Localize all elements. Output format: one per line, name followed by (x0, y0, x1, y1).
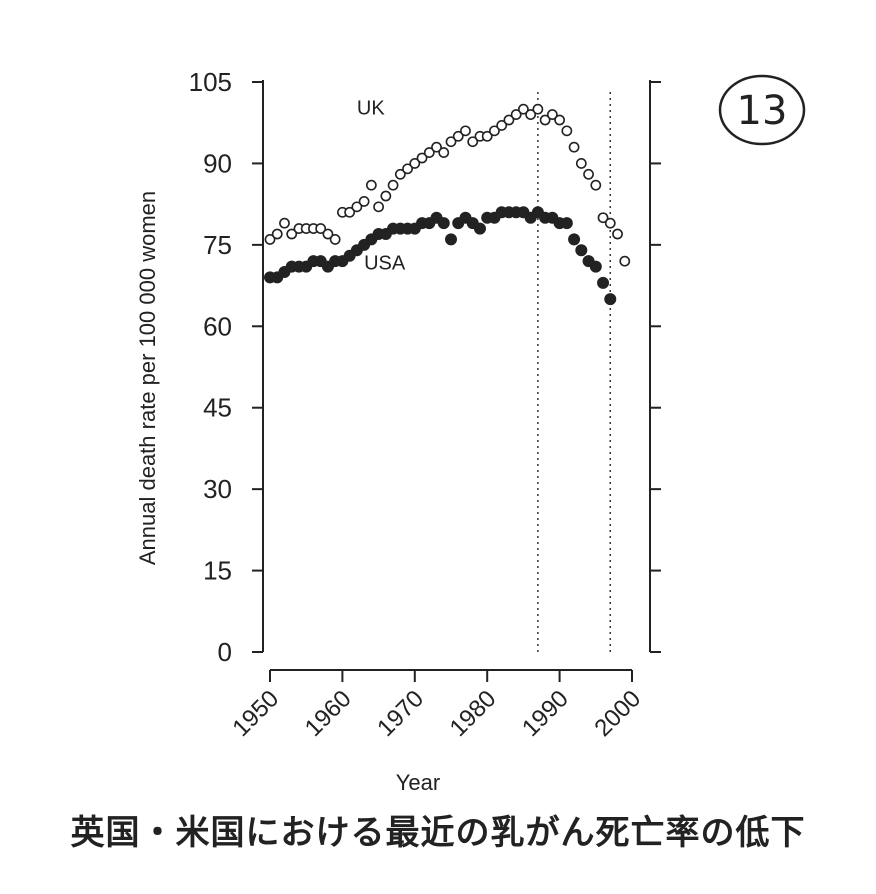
uk-point (279, 217, 290, 229)
uk-point (590, 179, 602, 191)
uk-point (329, 234, 341, 245)
uk-point (561, 125, 573, 137)
x-axis-title: Year (396, 770, 440, 795)
x-tick-label: 1950 (227, 685, 284, 742)
usa-point (597, 276, 610, 289)
uk-point (271, 228, 283, 240)
badge-circle (718, 74, 806, 146)
y-tick-label: 60 (203, 311, 232, 341)
data-points (263, 103, 631, 306)
uk-point (503, 114, 515, 126)
uk-point (510, 109, 522, 120)
uk-point (365, 179, 377, 191)
y-tick-label: 15 (203, 556, 232, 586)
usa-point (473, 222, 486, 235)
uk-point (532, 103, 544, 115)
uk-point (467, 136, 479, 148)
x-ticks: 1950 1960 1970 1980 1990 2000 (227, 670, 646, 742)
y-tick-label: 45 (203, 393, 232, 423)
x-tick-label: 1980 (445, 685, 502, 742)
uk-point (438, 147, 450, 158)
uk-point (380, 190, 392, 202)
uk-point (568, 141, 580, 153)
series-labels: UK USA (357, 98, 406, 275)
uk-point (546, 109, 558, 120)
y-tick-label: 30 (203, 474, 232, 504)
uk-point (315, 223, 327, 234)
uk-point (554, 114, 565, 126)
usa-point (437, 217, 450, 230)
uk-point (460, 125, 471, 137)
uk-point (358, 196, 370, 207)
uk-point (351, 201, 363, 213)
usa-point (589, 260, 602, 273)
circled-number-badge: 13 (718, 74, 806, 146)
uk-point (387, 179, 399, 191)
uk-point (539, 114, 551, 126)
y-ticks: 0 15 30 45 60 75 90 105 (189, 67, 661, 667)
uk-point (409, 158, 421, 169)
uk-point (264, 234, 276, 245)
series-label-usa: USA (364, 252, 406, 274)
uk-point (445, 136, 457, 148)
uk-point (481, 130, 493, 142)
x-tick-label: 1960 (300, 685, 357, 742)
usa-point (560, 217, 573, 230)
uk-point (344, 206, 356, 218)
uk-point (423, 147, 435, 158)
uk-point (416, 152, 428, 164)
y-tick-label: 105 (189, 67, 232, 97)
series-label-uk: UK (357, 98, 385, 120)
caption: 英国・米国における最近の乳がん死亡率の低下 (70, 813, 806, 853)
y-tick-label: 75 (203, 230, 232, 260)
reference-lines (537, 92, 612, 652)
uk-point (525, 109, 537, 120)
uk-point (322, 228, 334, 240)
uk-point (583, 168, 594, 180)
uk-point (431, 141, 442, 153)
uk-point (489, 125, 500, 137)
x-tick-label: 2000 (589, 685, 646, 742)
usa-point (444, 233, 457, 246)
uk-point (373, 201, 384, 213)
usa-point (568, 233, 581, 246)
x-tick-label: 1970 (372, 685, 429, 742)
y-tick-label: 90 (203, 148, 232, 178)
uk-point (575, 158, 587, 169)
uk-point (496, 120, 508, 131)
usa-point (604, 293, 617, 306)
uk-point (518, 103, 529, 115)
uk-point (452, 130, 464, 142)
uk-point (394, 168, 406, 180)
uk-point (619, 255, 631, 267)
axes (262, 80, 651, 671)
uk-point (597, 212, 609, 224)
uk-point (402, 163, 413, 175)
y-tick-label: 0 (218, 637, 232, 667)
usa-point (575, 244, 588, 257)
uk-point (612, 228, 623, 240)
uk-point (604, 217, 616, 229)
uk-point (286, 228, 298, 240)
x-tick-label: 1990 (517, 685, 574, 742)
badge-number: 13 (737, 88, 788, 134)
y-axis-title: Annual death rate per 100 000 women (135, 191, 160, 565)
